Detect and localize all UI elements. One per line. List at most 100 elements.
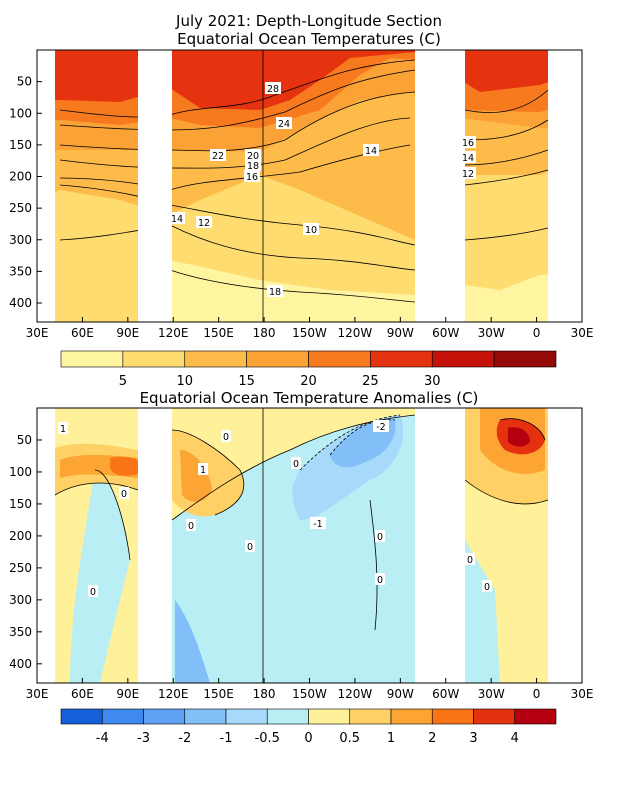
- x-tick-label: 30E: [571, 687, 594, 701]
- anom-negative-east: [465, 540, 500, 683]
- x-tick-label: 30E: [571, 326, 594, 340]
- contour-label: 0: [188, 521, 194, 532]
- contour-label-bg: [310, 517, 326, 529]
- colorbar-label: 3: [469, 731, 477, 746]
- contour-label: 0: [223, 432, 229, 443]
- colorbar-swatch: [370, 350, 433, 368]
- colorbar-swatch: [349, 708, 392, 725]
- colorbar-swatch: [473, 708, 516, 725]
- colorbar-swatch: [431, 350, 495, 368]
- colorbar-swatch: [431, 708, 474, 725]
- contour-label-bg: [375, 530, 385, 542]
- anom-missing-band-1: [37, 408, 55, 683]
- colorbar-swatch: [390, 708, 433, 725]
- contour-label-bg: [276, 117, 292, 129]
- anom-contour-labels: 1 0 1 0 0 0 0 -1 -2 0 0 0 0 0: [58, 420, 492, 598]
- contour-label: 16: [246, 172, 258, 183]
- y-tick-label: 400: [9, 296, 32, 310]
- contour-label: 0: [121, 489, 127, 500]
- contour-label-bg: [244, 170, 260, 182]
- y-tick-label: 50: [17, 433, 32, 447]
- x-tick-label: 180: [253, 687, 276, 701]
- contour-label-bg: [460, 167, 476, 179]
- y-tick-label: 50: [17, 75, 32, 89]
- contour-label: 18: [247, 161, 259, 172]
- y-tick-label: 350: [9, 264, 32, 278]
- temp-missing-data: [37, 50, 582, 322]
- y-tick-label: 150: [9, 497, 32, 511]
- anomaly-field: [37, 408, 582, 683]
- contour-label-bg: [267, 285, 283, 297]
- contour-label: 22: [212, 151, 224, 162]
- anom-neg-1-west: [175, 600, 210, 683]
- x-tick-label: 60W: [432, 326, 459, 340]
- x-tick-label: 60E: [71, 687, 94, 701]
- x-tick-label: 90W: [387, 687, 414, 701]
- contour-label-bg: [363, 144, 379, 156]
- anom-missing-band-2: [138, 408, 172, 683]
- contour-label: 14: [171, 214, 183, 225]
- colorbar-label: 5: [119, 374, 127, 389]
- colorbar-swatch: [246, 350, 309, 368]
- contour-label: 0: [90, 587, 96, 598]
- colorbar-label: 0: [304, 731, 312, 746]
- x-tick-label: 180: [253, 326, 276, 340]
- contour-label: 24: [278, 119, 290, 130]
- x-tick-label: 30E: [26, 326, 49, 340]
- contour-label-bg: [196, 216, 212, 228]
- y-tick-label: 100: [9, 106, 32, 120]
- anom-contours: [54, 414, 549, 631]
- temp-deep-cool: [170, 260, 415, 322]
- contour-label-bg: [291, 457, 301, 469]
- missing-band-4: [548, 50, 582, 322]
- contour-label: -2: [376, 422, 385, 433]
- y-tick-label: 400: [9, 657, 32, 671]
- colorbar-label: 20: [300, 374, 317, 389]
- y-tick-label: 350: [9, 625, 32, 639]
- colorbar-label: 10: [176, 374, 193, 389]
- missing-band-3: [415, 50, 465, 322]
- contour-label-bg: [375, 573, 385, 585]
- contour-label: 1: [60, 424, 66, 435]
- anom-missing-band-4: [548, 408, 582, 683]
- x-tick-label: 150W: [292, 687, 327, 701]
- temp-x-axis: 30E 60E 90E 120E 150E 180 150W 120W 90W 60W 30W 0 30…: [26, 317, 594, 340]
- missing-band-1: [37, 50, 55, 322]
- contour-label: 0: [377, 575, 383, 586]
- y-tick-label: 100: [9, 465, 32, 479]
- y-tick-label: 200: [9, 529, 32, 543]
- colorbar-swatch: [143, 708, 186, 725]
- contour-label: 12: [198, 218, 210, 229]
- contour-label-bg: [465, 553, 475, 565]
- x-tick-label: 0: [533, 687, 541, 701]
- contour-label-bg: [460, 151, 476, 163]
- colorbar-label: 1: [387, 731, 395, 746]
- x-tick-label: 120E: [158, 687, 189, 701]
- anom-missing-band-3: [415, 408, 465, 683]
- figure-title-line1: July 2021: Depth-Longitude Section: [175, 12, 442, 30]
- colorbar-label: -3: [137, 731, 150, 746]
- x-tick-label: 90E: [116, 687, 139, 701]
- x-tick-label: 60W: [432, 687, 459, 701]
- contour-label: 1: [200, 465, 206, 476]
- x-tick-label: 90E: [116, 326, 139, 340]
- contour-label-bg: [210, 149, 226, 161]
- x-tick-label: 30W: [478, 326, 505, 340]
- contour-label: 0: [247, 542, 253, 553]
- colorbar-label: -1: [220, 731, 233, 746]
- anom-pos-2-west: [110, 456, 138, 476]
- anomaly-colorbar: -4 -3 -2 -1 -0.5 0 0.5 1 2 3 4: [60, 708, 557, 746]
- anom-pos-east-4: [508, 427, 530, 447]
- contour-label: 20: [247, 151, 259, 162]
- contour-label-bg: [265, 82, 281, 94]
- colorbar-label: -4: [96, 731, 109, 746]
- contour-label-bg: [119, 487, 129, 499]
- x-tick-label: 120W: [338, 687, 373, 701]
- contour-label: 0: [377, 532, 383, 543]
- y-tick-label: 150: [9, 138, 32, 152]
- colorbar-swatch: [225, 708, 268, 725]
- anom-negative-west: [70, 470, 130, 683]
